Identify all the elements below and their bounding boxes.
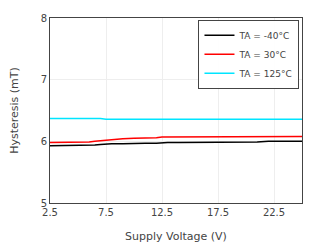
svg-text:8: 8: [41, 13, 47, 24]
svg-text:Hysteresis (mT): Hysteresis (mT): [8, 67, 21, 154]
svg-text:12.5: 12.5: [151, 207, 173, 218]
svg-text:22.5: 22.5: [263, 207, 285, 218]
svg-text:6: 6: [41, 136, 47, 147]
svg-text:17.5: 17.5: [207, 207, 229, 218]
svg-text:5: 5: [41, 198, 47, 209]
svg-text:Supply Voltage (V): Supply Voltage (V): [125, 230, 227, 243]
svg-text:7.5: 7.5: [98, 207, 114, 218]
svg-text:7: 7: [41, 74, 47, 85]
svg-text:TA = 125°C: TA = 125°C: [238, 69, 291, 79]
svg-text:TA = -40°C: TA = -40°C: [238, 31, 289, 41]
svg-text:TA = 30°C: TA = 30°C: [238, 50, 285, 60]
svg-text:2.5: 2.5: [42, 207, 58, 218]
